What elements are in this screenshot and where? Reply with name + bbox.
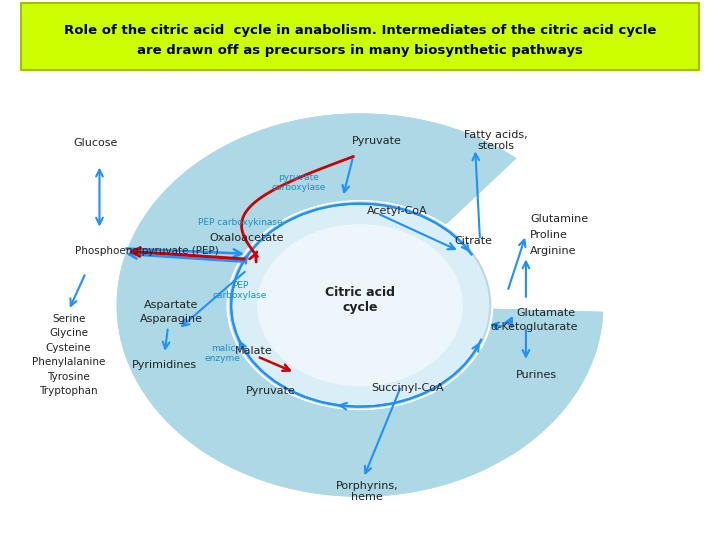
Text: Citric acid
cycle: Citric acid cycle	[325, 286, 395, 314]
Polygon shape	[161, 366, 332, 492]
Polygon shape	[310, 394, 489, 497]
FancyBboxPatch shape	[21, 3, 699, 70]
Text: Pyruvate: Pyruvate	[352, 136, 402, 146]
Text: Malate: Malate	[235, 346, 273, 356]
Text: Succinyl-CoA: Succinyl-CoA	[372, 383, 444, 394]
Text: Glucose: Glucose	[74, 138, 118, 148]
Text: Pyruvate: Pyruvate	[246, 386, 296, 396]
Polygon shape	[379, 115, 516, 225]
Text: Asparagine: Asparagine	[140, 314, 203, 323]
Text: are drawn off as precursors in many biosynthetic pathways: are drawn off as precursors in many bios…	[137, 44, 583, 57]
Text: Role of the citric acid  cycle in anabolism. Intermediates of the citric acid cy: Role of the citric acid cycle in anaboli…	[64, 24, 656, 37]
Text: Cysteine: Cysteine	[46, 343, 91, 353]
Text: Purines: Purines	[516, 370, 557, 380]
Text: Aspartate: Aspartate	[144, 300, 199, 310]
Ellipse shape	[257, 224, 463, 386]
Text: α-Ketoglutarate: α-Ketoglutarate	[490, 322, 577, 332]
Text: Proline: Proline	[530, 230, 568, 240]
Text: Glycine: Glycine	[49, 328, 88, 338]
Ellipse shape	[230, 202, 490, 408]
Text: Fatty acids,
sterols: Fatty acids, sterols	[464, 130, 528, 151]
Text: Pyrimidines: Pyrimidines	[132, 360, 197, 369]
Text: Tryptophan: Tryptophan	[40, 387, 98, 396]
Text: Acetyl-CoA: Acetyl-CoA	[367, 206, 428, 215]
Polygon shape	[297, 113, 394, 204]
Polygon shape	[117, 215, 251, 415]
Polygon shape	[145, 120, 325, 255]
Text: Oxaloacetate: Oxaloacetate	[210, 233, 284, 243]
Text: Citrate: Citrate	[454, 235, 492, 246]
Text: Porphyrins,
heme: Porphyrins, heme	[336, 481, 398, 502]
Text: Phosphoenolpyruvate (PEP): Phosphoenolpyruvate (PEP)	[76, 246, 219, 256]
Polygon shape	[442, 309, 603, 456]
Text: Glutamine: Glutamine	[530, 214, 588, 224]
Polygon shape	[117, 113, 603, 497]
Text: PEP carboxykinase: PEP carboxykinase	[198, 218, 282, 227]
Text: Tyrosine: Tyrosine	[48, 372, 90, 382]
Text: Glutamate: Glutamate	[516, 308, 575, 318]
Text: pyruvate
carboxylase: pyruvate carboxylase	[271, 173, 325, 192]
Text: Arginine: Arginine	[530, 246, 577, 256]
Text: Serine: Serine	[52, 314, 85, 323]
Text: PEP
carboxylase: PEP carboxylase	[213, 281, 267, 300]
Text: Phenylalanine: Phenylalanine	[32, 357, 105, 367]
Text: malic
enzyme: malic enzyme	[205, 344, 240, 363]
